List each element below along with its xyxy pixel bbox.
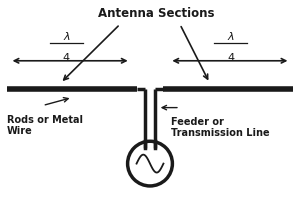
Text: Rods or Metal
Wire: Rods or Metal Wire: [7, 114, 83, 136]
Text: Feeder or
Transmission Line: Feeder or Transmission Line: [171, 116, 269, 138]
Text: 4: 4: [227, 52, 234, 62]
Text: 4: 4: [63, 52, 70, 62]
Text: λ: λ: [227, 32, 234, 42]
Text: Antenna Sections: Antenna Sections: [98, 7, 214, 20]
Text: λ: λ: [63, 32, 70, 42]
